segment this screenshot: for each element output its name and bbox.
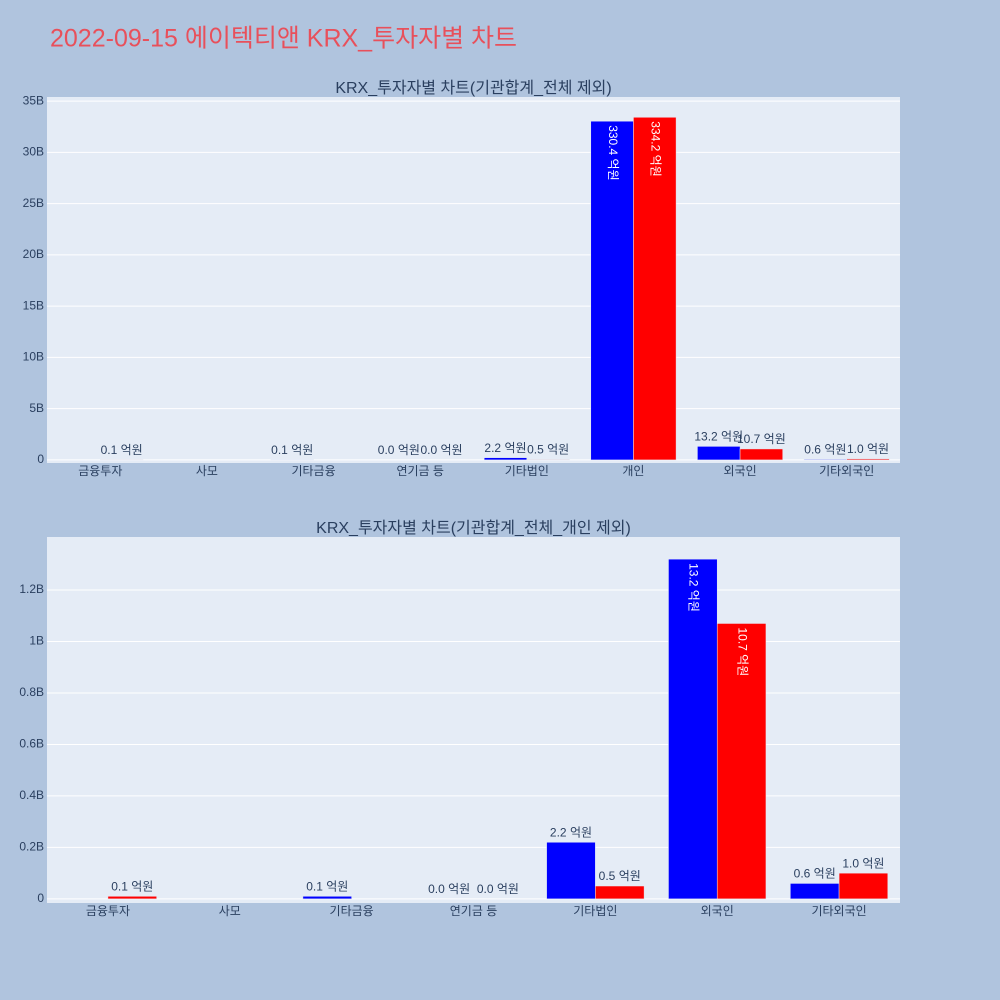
bar [546, 842, 596, 900]
bar [633, 117, 677, 461]
value-label: 10.7 억원 [735, 627, 749, 676]
bar [526, 459, 570, 461]
y-tick-label: 30B [23, 145, 44, 159]
y-tick-label: 0.2B [19, 840, 44, 854]
value-label: 13.2 억원 [687, 563, 701, 612]
value-label: 1.0 억원 [842, 856, 884, 870]
value-label: 1.0 억원 [847, 442, 889, 456]
value-label: 0.1 억원 [111, 879, 153, 893]
page-title: 2022-09-15 에이텍티앤 KRX_투자자별 차트 [50, 25, 517, 53]
x-tick-label: 연기금 등 [450, 904, 498, 918]
x-tick-label: 금융투자 [78, 464, 122, 478]
y-tick-label: 35B [23, 93, 44, 107]
y-tick-label: 25B [23, 196, 44, 210]
bar [803, 459, 847, 461]
value-label: 0.1 억원 [306, 879, 348, 893]
bar [483, 457, 528, 461]
bar [846, 458, 890, 461]
bar [838, 872, 889, 900]
value-label: 334.2 억원 [649, 121, 663, 176]
y-tick-label: 0.8B [19, 685, 44, 699]
x-tick-label: 연기금 등 [396, 464, 444, 478]
bar [697, 446, 741, 461]
value-label: 0.6 억원 [794, 867, 836, 881]
y-tick-label: 10B [23, 350, 44, 364]
chart-title: KRX_투자자별 차트(기관합계_전체 제외) [335, 79, 611, 97]
x-tick-label: 기타금융 [330, 904, 374, 918]
bar [790, 883, 840, 900]
x-tick-label: 기타법인 [573, 904, 617, 918]
y-tick-label: 0 [37, 891, 44, 905]
plot-area [47, 97, 900, 463]
x-tick-label: 외국인 [724, 464, 757, 478]
chart-title: KRX_투자자별 차트(기관합계_전체_개인 제외) [316, 519, 631, 537]
value-label: 13.2 억원 [694, 430, 743, 444]
bar [302, 896, 352, 900]
value-label: 10.7 억원 [737, 432, 786, 446]
x-tick-label: 기타외국인 [819, 464, 874, 478]
bar [668, 558, 718, 900]
y-tick-label: 20B [23, 247, 44, 261]
value-label: 0.5 억원 [599, 869, 641, 883]
x-tick-label: 개인 [622, 464, 644, 478]
y-tick-label: 1B [29, 634, 44, 648]
plot-area [47, 537, 900, 903]
y-tick-label: 5B [29, 401, 44, 415]
value-label: 0.0 억원 [420, 443, 462, 457]
y-tick-label: 0 [37, 452, 44, 466]
value-label: 0.0 억원 [477, 882, 519, 896]
y-tick-label: 0.6B [19, 737, 44, 751]
y-tick-label: 0.4B [19, 788, 44, 802]
bar [739, 448, 783, 461]
value-label: 0.6 억원 [804, 442, 846, 456]
x-tick-label: 기타법인 [505, 464, 549, 478]
bar [716, 623, 767, 900]
value-label: 2.2 억원 [484, 441, 526, 455]
x-tick-label: 기타금융 [291, 464, 335, 478]
bar [595, 885, 645, 900]
x-tick-label: 외국인 [701, 904, 734, 918]
x-tick-label: 사모 [196, 464, 218, 478]
x-tick-label: 기타외국인 [811, 904, 866, 918]
value-label: 0.0 억원 [428, 882, 470, 896]
value-label: 0.1 억원 [271, 443, 313, 457]
value-label: 0.0 억원 [378, 443, 420, 457]
y-tick-label: 15B [23, 298, 44, 312]
x-tick-label: 사모 [219, 904, 241, 918]
x-tick-label: 금융투자 [86, 904, 130, 918]
value-label: 330.4 억원 [606, 125, 620, 180]
value-label: 2.2 억원 [550, 825, 592, 839]
value-label: 0.1 억원 [101, 443, 143, 457]
bar [107, 896, 157, 900]
y-tick-label: 1.2B [19, 582, 44, 596]
value-label: 0.5 억원 [527, 443, 569, 457]
